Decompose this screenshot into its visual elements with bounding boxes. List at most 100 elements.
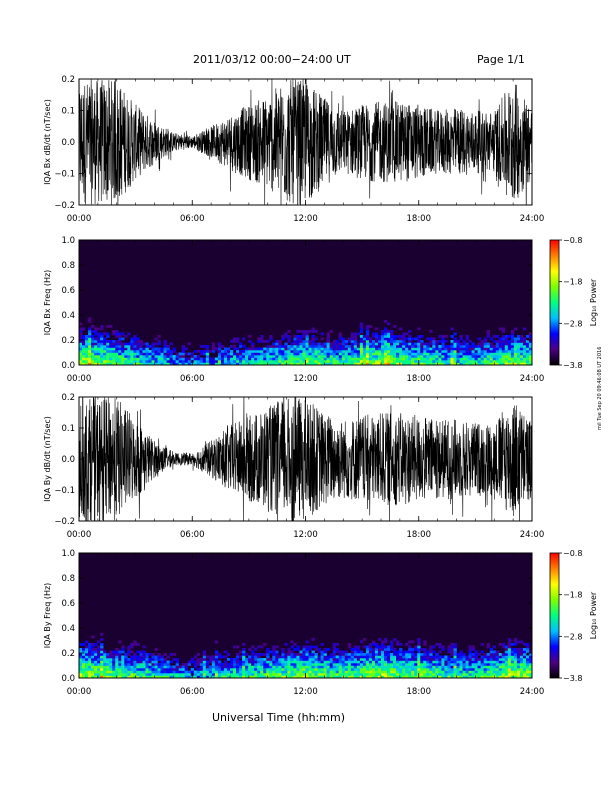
heatmap-cell <box>133 347 137 351</box>
heatmap-cell <box>374 340 379 343</box>
heatmap-cell <box>100 340 104 343</box>
heatmap-cell <box>293 355 297 358</box>
heatmap-cell <box>516 362 521 366</box>
heatmap-cell <box>154 673 158 676</box>
heatmap-cell <box>205 670 210 674</box>
heatmap-cell <box>136 660 140 664</box>
heatmap-cell <box>344 355 349 358</box>
heatmap-cell <box>91 650 95 654</box>
heatmap-cell <box>314 350 318 353</box>
heatmap-cell <box>399 352 403 356</box>
heatmap-cell <box>230 668 234 671</box>
heatmap-cell <box>245 352 249 356</box>
heatmap-cell <box>435 675 439 679</box>
heatmap-cell <box>402 352 406 356</box>
heatmap-cell <box>196 660 201 664</box>
heatmap-cell <box>344 668 349 671</box>
heatmap-cell <box>332 350 336 353</box>
heatmap-cell <box>299 650 303 654</box>
heatmap-cell <box>374 355 379 358</box>
heatmap-cell <box>302 655 306 659</box>
heatmap-cell <box>525 352 530 356</box>
heatmap-cell <box>124 673 128 676</box>
heatmap-cell <box>459 335 463 338</box>
heatmap-cell <box>477 675 481 679</box>
heatmap-cell <box>130 658 134 661</box>
heatmap-cell <box>387 330 391 333</box>
heatmap-cell <box>462 362 466 366</box>
heatmap-cell <box>230 670 234 674</box>
heatmap-cell <box>435 340 439 343</box>
heatmap-cell <box>438 670 442 674</box>
heatmap-cell <box>163 350 167 353</box>
heatmap-cell <box>522 665 527 669</box>
heatmap-cell <box>272 362 276 366</box>
heatmap-cell <box>456 352 460 356</box>
heatmap-cell <box>281 355 285 358</box>
heatmap-cell <box>396 362 400 366</box>
heatmap-cell <box>525 648 530 651</box>
heatmap-cell <box>284 653 288 656</box>
heatmap-cell <box>97 670 101 674</box>
heatmap-cell <box>344 342 349 346</box>
heatmap-cell <box>396 650 400 654</box>
heatmap-cell <box>377 665 382 669</box>
heatmap-cell <box>275 665 279 669</box>
heatmap-cell <box>82 352 86 356</box>
heatmap-cell <box>154 668 158 671</box>
heatmap-cell <box>94 357 98 361</box>
heatmap-cell <box>148 345 152 348</box>
heatmap-cell <box>157 335 161 338</box>
heatmap-cell <box>314 645 318 649</box>
heatmap-cell <box>127 660 131 664</box>
heatmap-cell <box>248 660 252 664</box>
heatmap-cell <box>311 355 315 358</box>
heatmap-cell <box>477 668 481 671</box>
heatmap-cell <box>290 668 294 671</box>
heatmap-cell <box>293 675 297 679</box>
heatmap-cell <box>88 345 92 348</box>
heatmap-cell <box>85 362 89 366</box>
heatmap-cell <box>381 670 385 674</box>
heatmap-cell <box>390 648 394 651</box>
heatmap-cell <box>127 675 131 679</box>
heatmap-cell <box>414 362 418 366</box>
heatmap-cell <box>94 337 98 341</box>
heatmap-cell <box>323 357 327 361</box>
heatmap-cell <box>100 342 104 346</box>
heatmap-cell <box>305 670 309 674</box>
heatmap-cell <box>441 673 445 676</box>
heatmap-cell <box>326 658 330 661</box>
heatmap-cell <box>236 658 240 661</box>
heatmap-cell <box>166 352 170 356</box>
heatmap-cell <box>326 335 330 338</box>
heatmap-cell <box>97 342 101 346</box>
heatmap-cell <box>513 638 518 641</box>
heatmap-cell <box>169 660 173 664</box>
heatmap-cell <box>254 675 258 679</box>
heatmap-cell <box>151 655 155 659</box>
heatmap-cell <box>278 660 282 664</box>
heatmap-cell <box>429 653 433 656</box>
heatmap-cell <box>157 350 161 353</box>
heatmap-cell <box>287 337 291 341</box>
heatmap-cell <box>82 673 86 676</box>
heatmap-cell <box>211 673 216 676</box>
heatmap-cell <box>287 658 291 661</box>
heatmap-cell <box>471 355 475 358</box>
heatmap-cell <box>220 355 225 358</box>
heatmap-cell <box>384 640 388 644</box>
heatmap-cell <box>519 362 524 366</box>
heatmap-cell <box>257 658 261 661</box>
heatmap-cell <box>79 332 83 336</box>
heatmap-cell <box>160 673 164 676</box>
heatmap-cell <box>199 350 204 353</box>
heatmap-cell <box>396 670 400 674</box>
heatmap-cell <box>450 357 454 361</box>
heatmap-cell <box>172 665 176 669</box>
heatmap-cell <box>519 655 524 659</box>
heatmap-cell <box>226 350 231 353</box>
heatmap-cell <box>402 350 406 353</box>
heatmap-cell <box>513 655 518 659</box>
heatmap-cell <box>411 347 415 351</box>
